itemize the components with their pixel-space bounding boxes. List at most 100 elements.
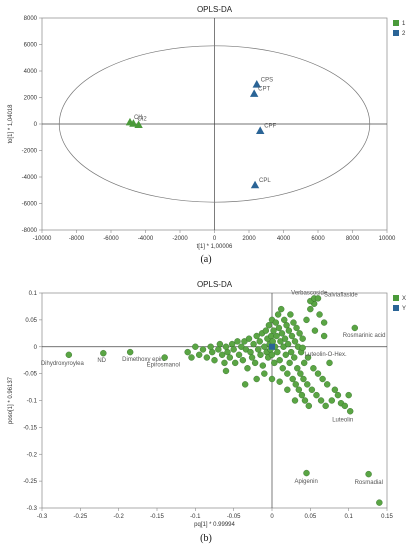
- panel-b-data-point: [311, 327, 319, 334]
- panel-b-data-point: [324, 381, 331, 388]
- panel-a-x-tick-label: -8000: [69, 236, 85, 242]
- panel-b-ticks: -0.3 -0.25 -0.2 -0.15 -0.1 -0.05 0 0.05 0.1 0.15 0…: [23, 291, 393, 520]
- panel-b-data-point: [376, 499, 383, 506]
- panel-b-data-point: [268, 375, 276, 383]
- panel-b-data-point: [274, 311, 282, 318]
- panel-a-point-label: CI1: [134, 115, 144, 121]
- panel-b-data-point: [317, 397, 325, 404]
- panel-b-data-point: [299, 335, 306, 342]
- panel-a-data-point: [256, 126, 265, 134]
- panel-a-x-tick-label: -6000: [103, 236, 119, 242]
- panel-b-data-point: [248, 354, 256, 361]
- panel-b-data-point: [257, 351, 264, 359]
- panel-b-legend-swatch: [393, 305, 399, 311]
- panel-b-data-point: [211, 356, 218, 364]
- panel-b-data-point: [301, 359, 308, 367]
- panel-a-point-label: CPL: [259, 178, 271, 184]
- panel-b-data-point: [320, 319, 328, 326]
- panel-b-data-point: [199, 346, 207, 353]
- panel-b-data-point: [314, 295, 322, 302]
- panel-a-point-label: CPT: [258, 87, 270, 93]
- panel-b-legend-label: X: [402, 296, 406, 302]
- panel-b-data-point: [218, 351, 226, 359]
- panel-b-y-tick-label: 0: [34, 345, 38, 351]
- panel-b-data-point: [274, 348, 281, 356]
- panel-a-legend-swatch: [393, 20, 399, 26]
- panel-b-data-point: [284, 340, 292, 348]
- panel-a-ticks: -10000 -8000 -6000 -4000 -2000 0 2000 4000 6000 8…: [22, 16, 396, 242]
- panel-b-data-point: [215, 346, 222, 353]
- panel-a-legend-label: 1: [402, 21, 406, 27]
- panel-b-x-axis-label: pq[1] * 0.99994: [194, 522, 235, 528]
- panel-b-data-point: [341, 402, 349, 410]
- panel-b-data-point: [228, 340, 236, 348]
- panel-b-data-point: [296, 330, 303, 337]
- panel-b-data-point: [304, 354, 312, 361]
- panel-a-legend: 12: [393, 20, 406, 37]
- panel-b-data-point: [245, 335, 253, 342]
- panel-b-data-point: [184, 348, 191, 356]
- panel-b-data-point: [231, 359, 239, 367]
- panel-b-data-point: [285, 327, 293, 334]
- panel-b-data-point: [262, 327, 270, 334]
- panel-b-data-point: [268, 351, 276, 359]
- panel-a-data-point: [250, 180, 260, 189]
- panel-a-data-point: [134, 120, 143, 129]
- panel-b-y-tick-label: 0.1: [29, 291, 38, 297]
- panel-b-data-point: [276, 356, 283, 364]
- panel-b-point-label: Rosmadial: [355, 480, 383, 486]
- panel-b-data-point: [216, 340, 224, 348]
- panel-b-x-tick-label: 0: [270, 514, 274, 520]
- panel-a-x-tick-label: -4000: [138, 236, 154, 242]
- panel-a-confidence-ellipse: [58, 45, 371, 203]
- panel-b-data-point: [259, 362, 266, 369]
- panel-a-y-tick-label: -4000: [22, 175, 38, 181]
- panel-a-y-tick-label: 2000: [24, 96, 38, 102]
- panel-a-y-axis-label: to[1] * 1,04018: [8, 104, 14, 144]
- panel-b-x-tick-label: 0.05: [304, 514, 316, 520]
- panel-b-y-tick-label: 0.05: [25, 318, 37, 324]
- panel-b-y-tick-label: -0.1: [27, 399, 38, 405]
- panel-b-point-label: Apigenin: [295, 479, 318, 485]
- panel-b-data-point: [301, 397, 309, 404]
- panel-b-point-label: Luteolin-O-Hex.: [305, 352, 347, 358]
- panel-b-data-point: [293, 324, 300, 332]
- panel-b-data-point: [65, 351, 73, 359]
- panel-b-data-point: [347, 408, 354, 415]
- panel-b-data-point: [345, 391, 352, 399]
- panel-b: OPLS-DA XY -0.3 -0.25 -0.2 -0.15 -0.1 -0.05 0 0…: [8, 280, 406, 528]
- panel-a-x-axis-label: t[1] * 1,00006: [197, 244, 233, 250]
- panel-b-data-point: [303, 469, 310, 477]
- panel-b-x-tick-label: -0.05: [227, 514, 241, 520]
- panel-b-data-point: [334, 391, 342, 399]
- panel-b-data-point: [255, 346, 262, 353]
- panel-b-caption: (b): [200, 533, 212, 544]
- panel-b-x-tick-label: -0.15: [150, 514, 164, 520]
- panel-b-data-point: [253, 375, 260, 383]
- panel-b-x-tick-label: -0.2: [113, 514, 124, 520]
- panel-a: OPLS-DA 12 -10000 -8000 -6000 -4000 -2000 0 20…: [8, 5, 406, 250]
- panel-b-data-point: [365, 470, 372, 478]
- panel-b-data-point: [300, 375, 307, 383]
- panel-b-data-point: [291, 397, 299, 404]
- panel-b-y-axis-label: poso[1] * 0.96137: [8, 376, 14, 424]
- panel-b-x-tick-label: -0.3: [37, 514, 48, 520]
- panel-b-data-point: [290, 319, 297, 326]
- panel-a-y-tick-label: -6000: [22, 202, 38, 208]
- panel-b-y-marker: [269, 343, 275, 350]
- panel-b-data-point: [244, 365, 251, 372]
- panel-b-data-point: [281, 316, 288, 324]
- panel-b-data-point: [276, 378, 283, 385]
- panel-b-data-point: [221, 359, 228, 367]
- panel-b-data-point: [284, 370, 291, 377]
- panel-b-y-tick-label: -0.2: [27, 452, 38, 458]
- panel-b-data-point: [226, 354, 234, 361]
- panel-b-data-point: [291, 338, 299, 345]
- panel-b-data-point: [284, 386, 291, 393]
- panel-b-data-point: [307, 305, 314, 313]
- panel-b-data-point: [351, 324, 358, 332]
- panel-b-data-point: [313, 391, 320, 399]
- panel-b-data-point: [253, 332, 260, 340]
- panel-b-data-point: [286, 359, 293, 367]
